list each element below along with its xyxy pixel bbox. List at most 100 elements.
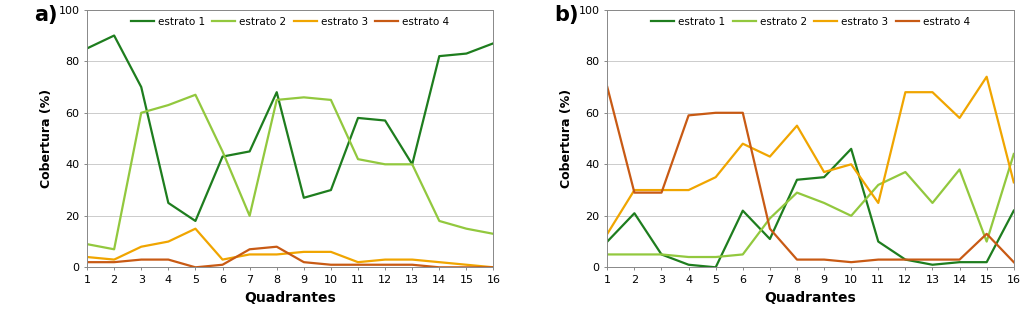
estrato 3: [682, 188, 694, 192]
estrato 2: [682, 255, 694, 259]
X-axis label: Quadrantes: Quadrantes: [245, 290, 336, 304]
estrato 4: [845, 260, 857, 264]
estrato 4: [736, 111, 749, 115]
estrato 1: [872, 240, 885, 244]
estrato 1: [162, 201, 174, 205]
estrato 3: [379, 258, 391, 261]
estrato 4: [629, 191, 641, 195]
estrato 4: [433, 265, 445, 269]
estrato 4: [81, 260, 93, 264]
estrato 4: [899, 258, 911, 261]
estrato 4: [407, 263, 419, 267]
estrato 3: [108, 258, 120, 261]
estrato 4: [162, 258, 174, 261]
Line: estrato 2: estrato 2: [607, 154, 1014, 257]
estrato 4: [298, 260, 310, 264]
estrato 3: [818, 170, 830, 174]
estrato 1: [270, 90, 283, 94]
estrato 1: [379, 119, 391, 123]
estrato 4: [818, 258, 830, 261]
Legend: estrato 1, estrato 2, estrato 3, estrato 4: estrato 1, estrato 2, estrato 3, estrato…: [129, 15, 452, 29]
estrato 2: [244, 214, 256, 218]
X-axis label: Quadrantes: Quadrantes: [765, 290, 856, 304]
estrato 1: [710, 265, 722, 269]
estrato 1: [818, 175, 830, 179]
estrato 1: [298, 196, 310, 200]
estrato 3: [352, 260, 365, 264]
estrato 3: [244, 253, 256, 257]
estrato 3: [899, 90, 911, 94]
estrato 1: [655, 253, 668, 257]
estrato 3: [655, 188, 668, 192]
estrato 3: [845, 162, 857, 166]
Line: estrato 2: estrato 2: [87, 95, 494, 249]
estrato 3: [629, 188, 641, 192]
estrato 3: [189, 227, 202, 231]
estrato 3: [298, 250, 310, 254]
Line: estrato 1: estrato 1: [87, 36, 494, 221]
estrato 3: [81, 255, 93, 259]
Line: estrato 3: estrato 3: [607, 77, 1014, 234]
Legend: estrato 1, estrato 2, estrato 3, estrato 4: estrato 1, estrato 2, estrato 3, estrato…: [649, 15, 972, 29]
estrato 4: [460, 265, 472, 269]
estrato 4: [270, 245, 283, 249]
estrato 4: [352, 263, 365, 267]
estrato 2: [108, 247, 120, 251]
estrato 2: [953, 168, 966, 171]
estrato 2: [981, 240, 993, 244]
estrato 3: [981, 75, 993, 79]
estrato 4: [710, 111, 722, 115]
estrato 3: [433, 260, 445, 264]
estrato 1: [927, 263, 939, 267]
estrato 1: [764, 237, 776, 241]
estrato 1: [135, 85, 147, 89]
estrato 1: [601, 240, 613, 244]
estrato 3: [162, 240, 174, 244]
estrato 4: [379, 263, 391, 267]
estrato 1: [953, 260, 966, 264]
estrato 3: [407, 258, 419, 261]
Y-axis label: Cobertura (%): Cobertura (%): [40, 89, 53, 188]
estrato 2: [487, 232, 500, 236]
estrato 1: [244, 149, 256, 154]
estrato 1: [629, 211, 641, 215]
estrato 4: [872, 258, 885, 261]
estrato 2: [189, 93, 202, 97]
estrato 4: [487, 265, 500, 269]
estrato 3: [872, 201, 885, 205]
estrato 3: [1008, 180, 1020, 184]
estrato 2: [325, 98, 337, 102]
estrato 1: [845, 147, 857, 151]
estrato 3: [736, 142, 749, 146]
estrato 4: [189, 265, 202, 269]
estrato 3: [953, 116, 966, 120]
estrato 1: [433, 54, 445, 58]
estrato 2: [352, 157, 365, 161]
estrato 4: [682, 113, 694, 117]
estrato 3: [135, 245, 147, 249]
Line: estrato 1: estrato 1: [607, 149, 1014, 267]
estrato 2: [764, 216, 776, 220]
estrato 4: [1008, 260, 1020, 264]
estrato 2: [216, 149, 228, 154]
estrato 4: [791, 258, 803, 261]
estrato 2: [460, 227, 472, 231]
estrato 3: [764, 155, 776, 158]
Y-axis label: Cobertura (%): Cobertura (%): [560, 89, 573, 188]
estrato 2: [791, 191, 803, 195]
estrato 4: [325, 263, 337, 267]
estrato 2: [270, 98, 283, 102]
estrato 2: [845, 214, 857, 218]
Line: estrato 3: estrato 3: [87, 229, 494, 267]
estrato 1: [108, 34, 120, 37]
estrato 3: [487, 265, 500, 269]
Text: b): b): [554, 5, 579, 25]
estrato 4: [927, 258, 939, 261]
estrato 1: [460, 52, 472, 55]
estrato 1: [736, 209, 749, 213]
estrato 2: [710, 255, 722, 259]
Line: estrato 4: estrato 4: [607, 87, 1014, 262]
estrato 2: [81, 242, 93, 246]
estrato 2: [899, 170, 911, 174]
estrato 2: [162, 103, 174, 107]
